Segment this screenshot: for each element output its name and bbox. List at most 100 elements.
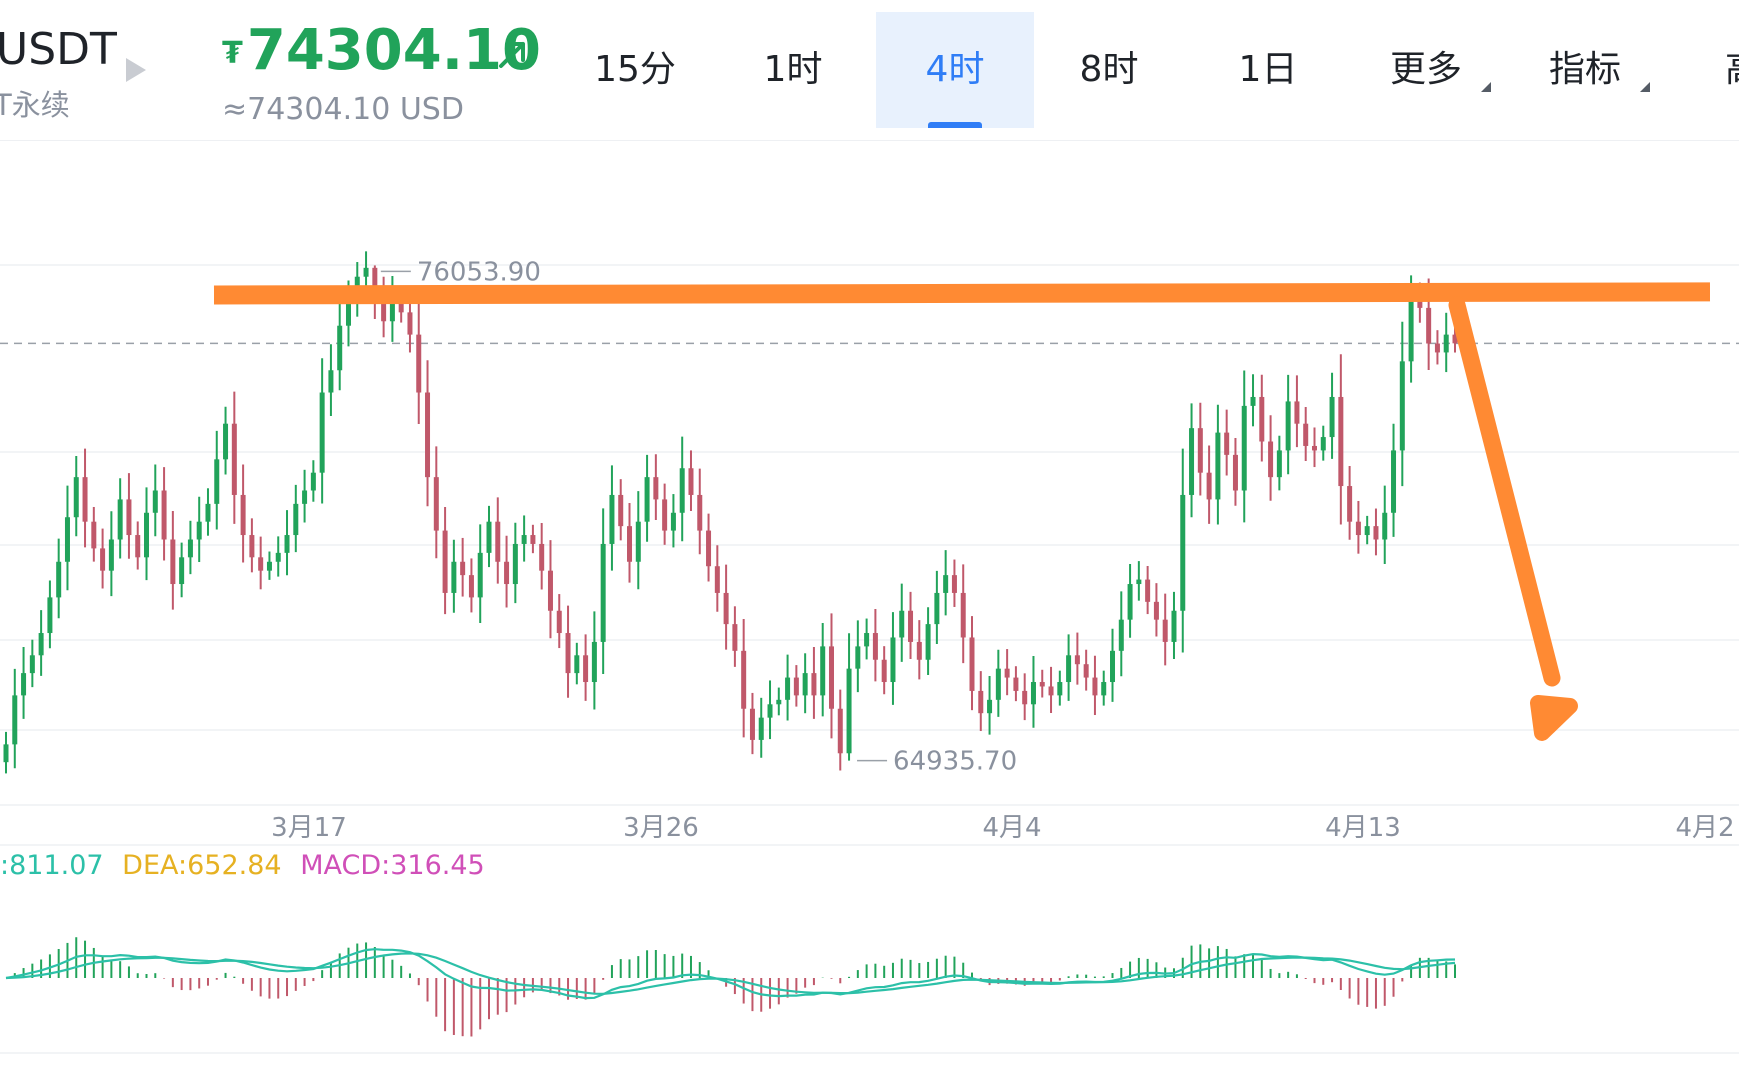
candle-body bbox=[363, 267, 369, 277]
candle-body bbox=[1338, 396, 1344, 487]
candle-body bbox=[47, 597, 53, 634]
candle-body bbox=[1408, 298, 1414, 362]
candle-body bbox=[706, 530, 712, 567]
candle-body bbox=[1101, 682, 1107, 696]
high-price-label: 76053.90 bbox=[417, 257, 541, 287]
candle-body bbox=[864, 633, 870, 647]
last-price-value: 74304.10 bbox=[246, 18, 541, 83]
candle-body bbox=[56, 561, 62, 598]
tab-4[interactable]: 1日 bbox=[1193, 12, 1343, 128]
candle-body bbox=[547, 570, 553, 611]
candle-body bbox=[820, 646, 826, 696]
tab-7[interactable]: 高 bbox=[1668, 12, 1739, 128]
tab-label: 指标 bbox=[1548, 49, 1621, 90]
candle-body bbox=[723, 592, 729, 625]
tab-3[interactable]: 8时 bbox=[1034, 12, 1184, 128]
tab-5[interactable]: 更多 bbox=[1351, 12, 1501, 128]
candle-body bbox=[837, 708, 843, 754]
candle-body bbox=[1145, 579, 1151, 602]
candle-body bbox=[460, 561, 466, 576]
candle-body bbox=[899, 610, 905, 638]
candle-body bbox=[196, 521, 202, 540]
candle-body bbox=[828, 646, 834, 709]
candle-body bbox=[416, 334, 422, 393]
tab-2[interactable]: 4时 bbox=[876, 12, 1034, 128]
candle-body bbox=[1206, 472, 1212, 500]
candle-body bbox=[1030, 682, 1036, 705]
candle-body bbox=[697, 494, 703, 531]
tab-label: 更多 bbox=[1389, 49, 1462, 90]
interval-tabs: 15分 1时 4时 8时 1日 更多 指标 高 bbox=[0, 12, 1739, 128]
candle-body bbox=[916, 641, 922, 660]
candle-body bbox=[583, 655, 589, 683]
tab-1[interactable]: 1时 bbox=[718, 12, 868, 128]
candle-body bbox=[1426, 307, 1432, 344]
candle-body bbox=[144, 512, 150, 558]
resistance-line bbox=[213, 282, 1711, 305]
candle-body bbox=[486, 521, 492, 553]
candle-body bbox=[855, 646, 861, 669]
candle-body bbox=[1373, 526, 1379, 540]
contract-type: T永续 bbox=[0, 88, 70, 122]
candle-body bbox=[293, 503, 299, 536]
candle-body bbox=[1434, 343, 1440, 353]
candle-body bbox=[328, 370, 334, 393]
tab-label: 8时 bbox=[1079, 49, 1139, 90]
candle-body bbox=[126, 499, 132, 536]
candle-body bbox=[530, 535, 536, 544]
candle-body bbox=[758, 717, 764, 740]
candle-body bbox=[504, 561, 510, 585]
candle-body bbox=[187, 539, 193, 558]
candle-body bbox=[310, 472, 316, 491]
candle-body bbox=[477, 552, 483, 598]
candle-body bbox=[653, 477, 659, 500]
candle-body bbox=[811, 673, 817, 696]
candle-body bbox=[1022, 690, 1028, 705]
candle-body bbox=[978, 690, 984, 714]
down-arrow-head bbox=[1530, 695, 1578, 741]
play-icon[interactable] bbox=[126, 58, 146, 82]
x-axis-tick-label: 4月13 bbox=[1325, 813, 1401, 843]
candle-body bbox=[785, 677, 791, 700]
tab-6[interactable]: 指标 bbox=[1510, 12, 1660, 128]
candle-body bbox=[732, 624, 738, 651]
candle-body bbox=[1136, 579, 1142, 585]
candle-body bbox=[1092, 677, 1098, 696]
candle-body bbox=[741, 650, 747, 709]
candle-body bbox=[275, 552, 281, 562]
candle-body bbox=[12, 695, 18, 745]
tab-0[interactable]: 15分 bbox=[560, 12, 710, 128]
x-axis-tick-label: 3月17 bbox=[271, 813, 347, 843]
candle-body bbox=[442, 530, 448, 593]
dropdown-corner-icon bbox=[1640, 82, 1650, 92]
candle-body bbox=[258, 557, 264, 571]
candlestick-chart[interactable]: 76053.90 64935.70 3月17 3月26 4月4 4月13 4月2 bbox=[0, 140, 1739, 1080]
candle-body bbox=[100, 548, 106, 571]
candle-body bbox=[38, 633, 44, 656]
candle-body bbox=[995, 668, 1001, 700]
candle-body bbox=[960, 592, 966, 638]
candle-body bbox=[1311, 445, 1317, 451]
candle-body bbox=[943, 575, 949, 593]
candle-body bbox=[398, 298, 404, 313]
candle-body bbox=[425, 392, 431, 478]
candle-body bbox=[1294, 401, 1300, 424]
candle-body bbox=[135, 535, 141, 558]
candle-body bbox=[776, 699, 782, 705]
symbol-name[interactable]: USDT bbox=[0, 24, 117, 75]
candle-body bbox=[714, 566, 720, 593]
candle-body bbox=[670, 512, 676, 531]
candle-body bbox=[635, 521, 641, 562]
candle-body bbox=[372, 267, 378, 295]
candle-body bbox=[223, 423, 229, 460]
down-arrow-shaft bbox=[1448, 296, 1561, 687]
candle-body bbox=[565, 633, 571, 674]
x-axis-tick-label: 4月2 bbox=[1675, 813, 1734, 843]
candle-body bbox=[1382, 512, 1388, 540]
candle-body bbox=[951, 575, 957, 593]
candle-body bbox=[91, 521, 97, 549]
candle-body bbox=[1355, 521, 1361, 536]
candle-body bbox=[170, 539, 176, 585]
candle-body bbox=[1118, 619, 1124, 651]
price-usd-equivalent: ≈74304.10 USD bbox=[222, 92, 464, 127]
